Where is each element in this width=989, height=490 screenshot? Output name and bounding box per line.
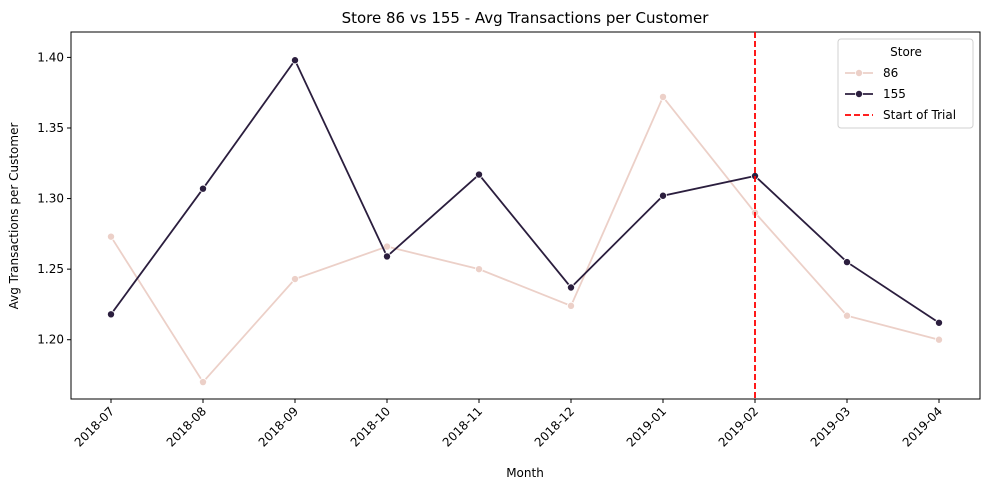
data-point-86 <box>935 335 944 344</box>
legend-label: Start of Trial <box>883 108 956 122</box>
x-tick-label: 2018-10 <box>348 404 393 449</box>
data-point-155 <box>474 170 483 179</box>
x-tick-label: 2019-02 <box>716 404 761 449</box>
y-axis-label: Avg Transactions per Customer <box>7 123 21 310</box>
legend: Store 86 155 Start of Trial <box>837 38 974 129</box>
data-point-86 <box>290 275 299 284</box>
data-point-86 <box>107 232 116 241</box>
y-tick-label: 1.30 <box>37 192 64 206</box>
data-point-86 <box>843 311 852 320</box>
data-point-155 <box>198 184 207 193</box>
data-point-86 <box>567 301 576 310</box>
data-point-155 <box>935 318 944 327</box>
data-point-155 <box>567 283 576 292</box>
data-point-155 <box>290 56 299 65</box>
series-line-155 <box>110 58 940 324</box>
series-line-86 <box>110 95 940 384</box>
legend-title: Store <box>890 45 922 59</box>
x-tick-label: 2018-11 <box>440 404 485 449</box>
data-point-155 <box>659 191 668 200</box>
x-tick-label: 2019-04 <box>900 404 945 449</box>
legend-marker <box>855 90 864 99</box>
x-tick-label: 2018-09 <box>256 404 301 449</box>
x-tick-label: 2019-03 <box>808 404 853 449</box>
y-tick-label: 1.40 <box>37 50 64 64</box>
data-point-155 <box>107 310 116 319</box>
legend-frame <box>837 38 974 129</box>
chart-title: Store 86 vs 155 - Avg Transactions per C… <box>342 9 710 27</box>
data-point-86 <box>198 378 207 387</box>
x-tick-label: 2018-12 <box>532 404 577 449</box>
legend-label: 86 <box>883 66 898 80</box>
data-point-86 <box>474 265 483 274</box>
x-tick-label: 2018-07 <box>72 404 117 449</box>
data-point-155 <box>843 258 852 267</box>
y-tick-label: 1.35 <box>37 121 64 135</box>
x-tick-label: 2018-08 <box>164 404 209 449</box>
x-axis-label: Month <box>506 466 544 480</box>
data-point-86 <box>382 242 391 251</box>
y-tick-label: 1.20 <box>37 333 64 347</box>
axes-frame <box>70 31 981 400</box>
y-tick-label: 1.25 <box>37 262 64 276</box>
data-point-86 <box>659 92 668 101</box>
legend-label: 155 <box>883 87 906 101</box>
legend-marker <box>855 69 864 78</box>
data-point-155 <box>382 252 391 261</box>
x-tick-label: 2019-01 <box>624 404 669 449</box>
